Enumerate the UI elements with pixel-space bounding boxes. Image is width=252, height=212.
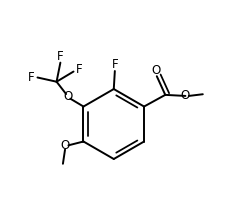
Text: F: F <box>111 58 118 71</box>
Text: F: F <box>76 63 82 76</box>
Text: O: O <box>60 139 70 152</box>
Text: O: O <box>150 64 160 77</box>
Text: O: O <box>180 89 189 102</box>
Text: F: F <box>28 71 34 84</box>
Text: F: F <box>57 50 64 63</box>
Text: O: O <box>63 91 73 103</box>
